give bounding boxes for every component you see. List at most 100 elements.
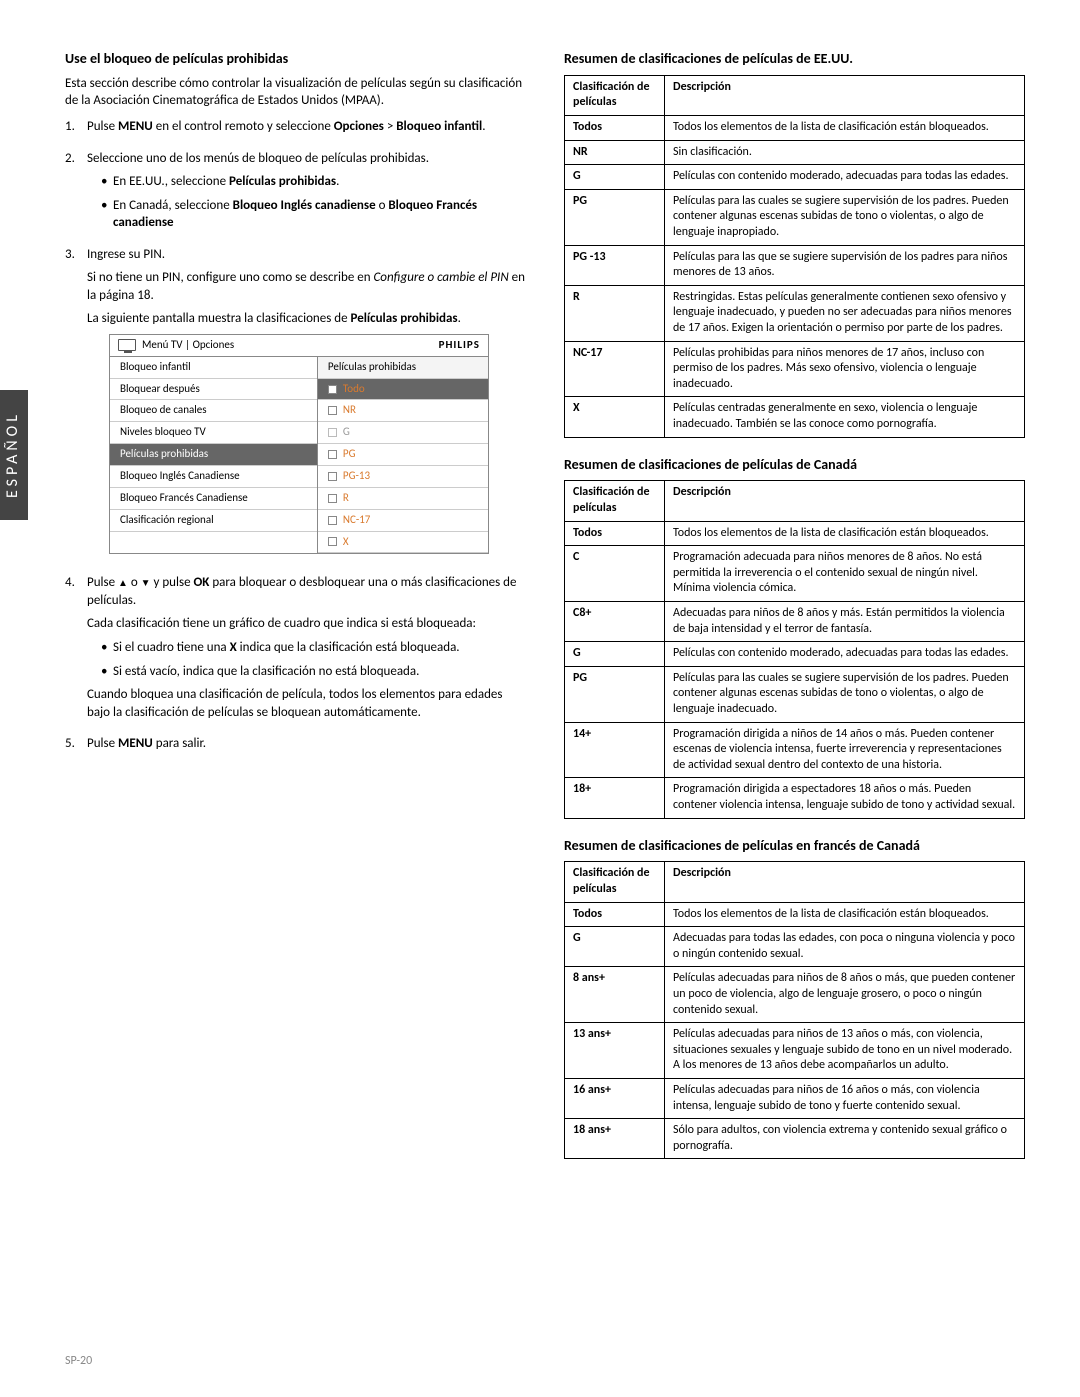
ref: Configure o cambie el PIN (373, 270, 508, 285)
tv-right-item: X (318, 532, 488, 554)
t: Pulse (87, 736, 118, 751)
table-row: 8 ans+Películas adecuadas para niños de … (565, 967, 1025, 1023)
tv-breadcrumb: Menú TV | Opciones (142, 338, 234, 351)
table-row: 16 ans+Películas adecuadas para niños de… (565, 1078, 1025, 1118)
step-5: 5. Pulse MENU para salir. (65, 735, 526, 759)
t: y pulse (151, 575, 194, 590)
step-3: 3. Ingrese su PIN. Si no tiene un PIN, c… (65, 246, 526, 567)
table-row: PGPelículas para las cuales se sugiere s… (565, 666, 1025, 722)
tv-left-item: Bloqueo Inglés Canadiense (110, 466, 317, 488)
t: Seleccione uno de los menús de bloqueo d… (87, 150, 526, 168)
menu-key: MENU (118, 119, 153, 134)
table-row: 18 ans+Sólo para adultos, con violencia … (565, 1119, 1025, 1159)
table-row: PG -13Películas para las que se sugiere … (565, 245, 1025, 285)
table-row: GAdecuadas para todas las edades, con po… (565, 927, 1025, 967)
table-row: TodosTodos los elementos de la lista de … (565, 902, 1025, 927)
t: para salir. (153, 736, 206, 751)
t: La siguiente pantalla muestra la clasifi… (87, 311, 350, 326)
tv-left-item: Bloquear después (110, 379, 317, 401)
table-row: 18+Programación dirigida a espectadores … (565, 778, 1025, 818)
intro-text: Esta sección describe cómo controlar la … (65, 75, 526, 110)
t: o (376, 198, 389, 213)
tv-right-item: PG (318, 444, 488, 466)
table-row: TodosTodos los elementos de la lista de … (565, 521, 1025, 546)
t: Si no tiene un PIN, configure uno como s… (87, 270, 373, 285)
t: Bloqueo Inglés canadiense (233, 198, 376, 213)
opt: Opciones (334, 119, 384, 134)
table-row: C8+Adecuadas para niños de 8 años y más.… (565, 602, 1025, 642)
step-1: 1. Pulse MENU en el control remoto y sel… (65, 118, 526, 142)
t: Cuando bloquea una clasificación de pelí… (87, 686, 526, 721)
us-table: Clasificación de películas Descripción T… (564, 75, 1025, 438)
t: . (458, 311, 461, 326)
language-tab: ESPAÑOL (0, 390, 28, 520)
left-column: Use el bloqueo de películas prohibidas E… (65, 50, 526, 1177)
tv-right-item: R (318, 488, 488, 510)
th: Descripción (665, 862, 1025, 902)
tv-menu-screenshot: Menú TV | Opciones PHILIPS Bloqueo infan… (109, 334, 489, 554)
tv-left-pane: Bloqueo infantilBloquear despuésBloqueo … (110, 357, 318, 554)
table-row: RRestringidas. Estas películas generalme… (565, 285, 1025, 341)
tv-left-item: Bloqueo infantil (110, 357, 317, 379)
t: Películas prohibidas (229, 174, 336, 189)
tv-left-item: Bloqueo Francés Canadiense (110, 488, 317, 510)
table-row: NRSin clasificación. (565, 140, 1025, 165)
menu-key: MENU (118, 736, 153, 751)
ok-key: OK (193, 575, 209, 590)
left-heading: Use el bloqueo de películas prohibidas (65, 50, 526, 69)
t: en el control remoto y seleccione (153, 119, 334, 134)
th: Clasificación de películas (565, 862, 665, 902)
table-row: XPelículas centradas generalmente en sex… (565, 397, 1025, 437)
bullet: Si el cuadro tiene una X indica que la c… (101, 639, 526, 657)
step-4: 4. Pulse ▲ o ▼ y pulse OK para bloquear … (65, 574, 526, 727)
tv-right-item: G (318, 422, 488, 444)
table-row: TodosTodos los elementos de la lista de … (565, 116, 1025, 141)
th: Descripción (665, 481, 1025, 521)
tv-right-item: PG-13 (318, 466, 488, 488)
t: Cada clasificación tiene un gráfico de c… (87, 615, 526, 633)
t: > (384, 119, 396, 134)
t: X (230, 640, 237, 655)
fr-heading: Resumen de clasificaciones de películas … (564, 837, 1025, 856)
table-row: CProgramación adecuada para niños menore… (565, 546, 1025, 602)
table-row: GPelículas con contenido moderado, adecu… (565, 165, 1025, 190)
t: Pulse (87, 575, 118, 590)
down-arrow-icon: ▼ (141, 576, 151, 589)
tv-right-item: NR (318, 400, 488, 422)
t: Pulse (87, 119, 118, 134)
tv-right-item: Todo (318, 379, 488, 401)
step-2: 2. Seleccione uno de los menús de bloque… (65, 150, 526, 238)
th: Clasificación de películas (565, 481, 665, 521)
table-row: 14+Programación dirigida a niños de 14 a… (565, 722, 1025, 778)
tv-left-item: Clasificación regional (110, 510, 317, 532)
fr-table: Clasificación de películas Descripción T… (564, 861, 1025, 1159)
t: indica que la clasificación está bloquea… (237, 640, 460, 655)
tv-right-pane: Películas prohibidas TodoNRGPGPG-13RNC-1… (318, 357, 488, 554)
table-row: GPelículas con contenido moderado, adecu… (565, 642, 1025, 667)
bullet: En EE.UU., seleccione Películas prohibid… (101, 173, 526, 191)
tv-icon (118, 339, 136, 351)
tv-right-item: NC-17 (318, 510, 488, 532)
t: . (482, 119, 485, 134)
t: En EE.UU., seleccione (113, 174, 229, 189)
t: Si el cuadro tiene una (113, 640, 230, 655)
th: Descripción (665, 75, 1025, 115)
tv-left-item: Bloqueo de canales (110, 400, 317, 422)
t: Ingrese su PIN. (87, 246, 526, 264)
th: Clasificación de películas (565, 75, 665, 115)
bullet: En Canadá, seleccione Bloqueo Inglés can… (101, 197, 526, 232)
right-column: Resumen de clasificaciones de películas … (564, 50, 1025, 1177)
t: Películas prohibidas (350, 311, 457, 326)
table-row: 13 ans+Películas adecuadas para niños de… (565, 1023, 1025, 1079)
up-arrow-icon: ▲ (118, 576, 128, 589)
tv-right-title: Películas prohibidas (318, 357, 488, 379)
page-number: SP-20 (65, 1353, 92, 1369)
brand-logo: PHILIPS (439, 338, 480, 353)
child-lock: Bloqueo infantil (396, 119, 482, 134)
table-row: NC-17Películas prohibidas para niños men… (565, 341, 1025, 397)
us-heading: Resumen de clasificaciones de películas … (564, 50, 1025, 69)
tv-left-item: Niveles bloqueo TV (110, 422, 317, 444)
t: En Canadá, seleccione (113, 198, 233, 213)
t: . (336, 174, 339, 189)
tv-left-item: Películas prohibidas (110, 444, 317, 466)
